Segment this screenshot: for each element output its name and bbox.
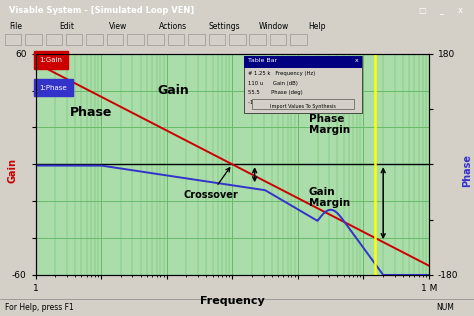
FancyBboxPatch shape [209, 34, 225, 45]
Text: File: File [9, 22, 22, 31]
FancyBboxPatch shape [25, 34, 42, 45]
FancyBboxPatch shape [46, 34, 62, 45]
FancyBboxPatch shape [168, 34, 184, 45]
Text: □: □ [418, 6, 426, 15]
FancyBboxPatch shape [86, 34, 103, 45]
Text: Phase: Phase [70, 106, 112, 118]
FancyBboxPatch shape [270, 34, 286, 45]
Text: Actions: Actions [159, 22, 187, 31]
Text: 110 u      Gain (dB): 110 u Gain (dB) [248, 81, 298, 86]
FancyBboxPatch shape [249, 34, 266, 45]
Text: _: _ [439, 6, 443, 15]
FancyBboxPatch shape [5, 34, 21, 45]
FancyBboxPatch shape [229, 34, 246, 45]
Text: View: View [109, 22, 128, 31]
FancyBboxPatch shape [127, 34, 144, 45]
Text: Visable System - [Simulated Loop VEN]: Visable System - [Simulated Loop VEN] [9, 6, 195, 15]
Text: NUM: NUM [436, 303, 454, 312]
FancyBboxPatch shape [107, 34, 123, 45]
Text: Table Bar: Table Bar [248, 58, 277, 63]
Text: Phase: Phase [462, 154, 472, 187]
FancyBboxPatch shape [147, 34, 164, 45]
Text: Window: Window [258, 22, 289, 31]
Text: x: x [355, 58, 358, 63]
FancyBboxPatch shape [188, 34, 205, 45]
Text: Edit: Edit [59, 22, 74, 31]
FancyBboxPatch shape [252, 99, 354, 109]
Text: 1:Phase: 1:Phase [39, 85, 67, 91]
Text: x: x [457, 6, 462, 15]
Text: Phase
Margin: Phase Margin [309, 114, 350, 135]
X-axis label: Frequency: Frequency [200, 296, 264, 306]
Text: Help: Help [308, 22, 326, 31]
Text: 55.5       Phase (deg): 55.5 Phase (deg) [248, 90, 303, 95]
Text: For Help, press F1: For Help, press F1 [5, 303, 73, 312]
Text: -1.13      Slope of Gain: -1.13 Slope of Gain [248, 100, 306, 105]
Text: Gain
Margin: Gain Margin [309, 187, 350, 208]
Text: Import Values To Synthesis: Import Values To Synthesis [270, 104, 336, 109]
FancyBboxPatch shape [66, 34, 82, 45]
FancyBboxPatch shape [244, 56, 362, 68]
Text: 1:Gain: 1:Gain [39, 57, 63, 63]
Text: Crossover: Crossover [183, 168, 238, 199]
Text: Gain: Gain [7, 158, 17, 183]
Text: Settings: Settings [209, 22, 240, 31]
Text: # 1.25 k   Frequency (Hz): # 1.25 k Frequency (Hz) [248, 71, 315, 76]
FancyBboxPatch shape [244, 56, 362, 113]
FancyBboxPatch shape [290, 34, 307, 45]
Text: Gain: Gain [157, 83, 189, 96]
